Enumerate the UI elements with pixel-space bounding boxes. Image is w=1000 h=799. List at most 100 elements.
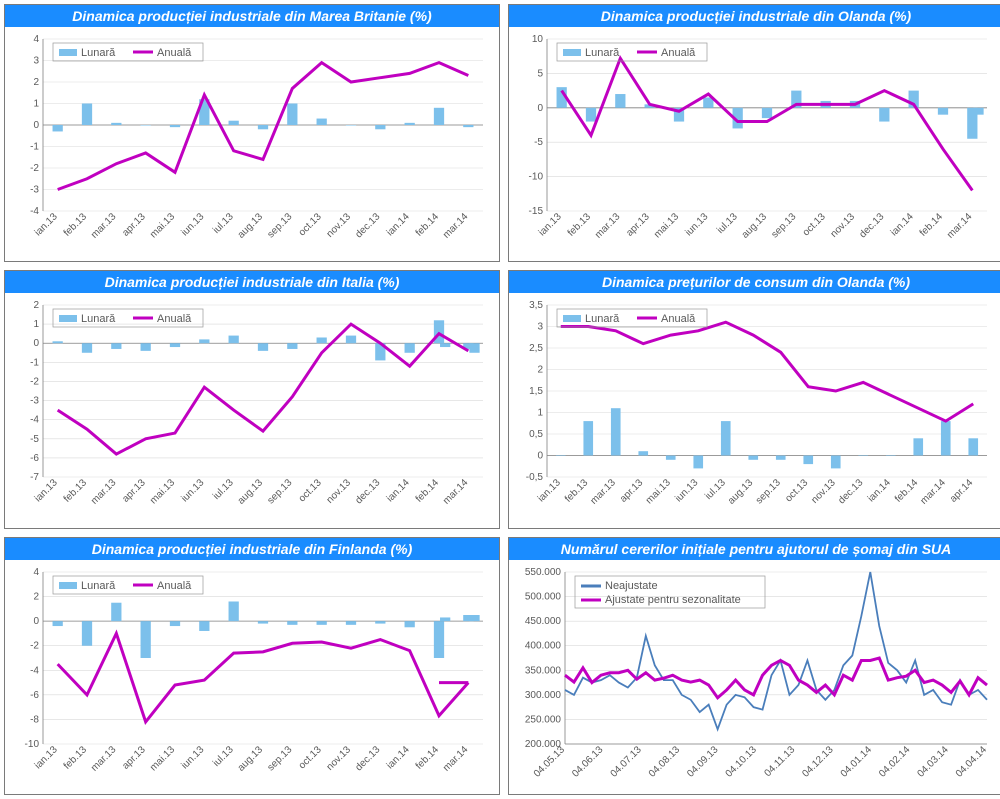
svg-text:mar.13: mar.13 [89, 744, 119, 774]
bar [111, 602, 121, 620]
svg-text:feb.14: feb.14 [414, 211, 442, 239]
svg-text:aug.13: aug.13 [740, 211, 770, 241]
svg-text:0: 0 [537, 103, 543, 114]
bar [803, 456, 813, 465]
svg-text:sep.13: sep.13 [265, 211, 294, 240]
svg-text:-1: -1 [30, 358, 39, 369]
svg-text:04.04.14: 04.04.14 [954, 744, 990, 780]
bar [82, 104, 92, 126]
svg-text:04.09.13: 04.09.13 [685, 744, 721, 780]
svg-text:-2: -2 [30, 377, 39, 388]
svg-text:feb.14: feb.14 [918, 211, 946, 239]
bar [229, 601, 239, 621]
svg-text:Neajustate: Neajustate [605, 580, 658, 592]
bar [913, 439, 923, 456]
bar [346, 336, 356, 344]
svg-text:2,5: 2,5 [529, 343, 543, 354]
panel-nl-ind: Dinamica producției industriale din Olan… [508, 4, 1000, 262]
svg-text:mar.13: mar.13 [89, 211, 119, 241]
svg-text:ian.14: ian.14 [866, 477, 893, 504]
bar [968, 439, 978, 456]
svg-text:04.07.13: 04.07.13 [609, 744, 645, 780]
panel-title: Dinamica producției industriale din Ital… [5, 271, 499, 293]
chart-area-us-jobless: 200.000250.000300.000350.000400.000450.0… [509, 560, 1000, 794]
svg-text:-10: -10 [529, 172, 544, 183]
svg-text:-1: -1 [30, 142, 39, 153]
bar [375, 125, 385, 129]
bar [317, 621, 327, 625]
bar [666, 456, 676, 460]
bar [405, 621, 415, 627]
panel-title: Dinamica producției industriale din Mare… [5, 5, 499, 27]
svg-text:-5: -5 [534, 137, 543, 148]
svg-text:mai.13: mai.13 [644, 477, 673, 506]
svg-text:ian.14: ian.14 [385, 477, 412, 504]
svg-text:04.11.13: 04.11.13 [763, 744, 798, 779]
bar [405, 344, 415, 354]
bar [199, 340, 209, 344]
bar [973, 108, 983, 115]
svg-text:-3: -3 [30, 396, 39, 407]
svg-text:2: 2 [537, 365, 543, 376]
svg-text:ian.14: ian.14 [385, 744, 412, 771]
svg-text:nov.13: nov.13 [829, 211, 858, 240]
svg-text:400.000: 400.000 [525, 640, 562, 651]
svg-text:04.03.14: 04.03.14 [915, 744, 951, 780]
svg-text:feb.14: feb.14 [893, 477, 921, 505]
svg-text:Lunară: Lunară [585, 47, 620, 59]
bar [858, 456, 868, 457]
svg-text:dec.13: dec.13 [836, 477, 865, 506]
svg-text:3: 3 [33, 56, 39, 67]
svg-text:ian.14: ian.14 [385, 211, 412, 238]
svg-text:-8: -8 [30, 714, 39, 725]
svg-text:Anuală: Anuală [661, 47, 696, 59]
svg-text:-3: -3 [30, 185, 39, 196]
svg-text:sep.13: sep.13 [754, 477, 783, 506]
bar [469, 615, 479, 621]
bar [611, 409, 621, 456]
svg-text:-7: -7 [30, 472, 39, 483]
svg-text:250.000: 250.000 [525, 714, 562, 725]
bar [229, 336, 239, 344]
svg-text:300.000: 300.000 [525, 690, 562, 701]
svg-text:mar.13: mar.13 [89, 477, 119, 507]
svg-text:apr.14: apr.14 [948, 477, 976, 505]
chart-area-it: -7-6-5-4-3-2-1012ian.13feb.13mar.13apr.1… [5, 293, 499, 527]
panel-nl-cpi: Dinamica prețurilor de consum din Olanda… [508, 270, 1000, 528]
bar [141, 621, 151, 658]
chart-area-nl-cpi: -0,500,511,522,533,5ian.13feb.13mar.13ap… [509, 293, 1000, 527]
bar [53, 342, 63, 344]
svg-text:oct.13: oct.13 [297, 211, 324, 238]
panel-fi: Dinamica producției industriale din Finl… [4, 537, 500, 795]
svg-text:0: 0 [33, 120, 39, 131]
bar [375, 621, 385, 623]
svg-text:iul.13: iul.13 [211, 744, 236, 769]
svg-text:1: 1 [537, 408, 543, 419]
bar [317, 338, 327, 344]
svg-text:1,5: 1,5 [529, 386, 543, 397]
svg-text:Lunară: Lunară [81, 47, 116, 59]
line-annual [561, 323, 974, 422]
line-annual [58, 633, 469, 721]
svg-text:mar.14: mar.14 [945, 211, 975, 241]
svg-text:-4: -4 [30, 415, 39, 426]
svg-text:1: 1 [33, 99, 39, 110]
bar [317, 119, 327, 125]
svg-text:-2: -2 [30, 640, 39, 651]
chart-area-nl-ind: -15-10-50510ian.13feb.13mar.13apr.13mai.… [509, 27, 1000, 261]
svg-text:mar.13: mar.13 [588, 477, 618, 507]
svg-text:5: 5 [537, 68, 543, 79]
panel-it: Dinamica producției industriale din Ital… [4, 270, 500, 528]
bar [405, 123, 415, 125]
svg-text:2: 2 [33, 591, 39, 602]
bar [258, 125, 268, 129]
svg-text:Anuală: Anuală [661, 313, 696, 325]
svg-text:0,5: 0,5 [529, 429, 543, 440]
svg-text:-4: -4 [30, 206, 39, 217]
bar [638, 452, 648, 456]
svg-text:350.000: 350.000 [525, 665, 562, 676]
svg-text:feb.13: feb.13 [62, 744, 90, 772]
svg-text:apr.13: apr.13 [120, 744, 148, 772]
bar [346, 621, 356, 625]
svg-text:-10: -10 [25, 739, 40, 750]
